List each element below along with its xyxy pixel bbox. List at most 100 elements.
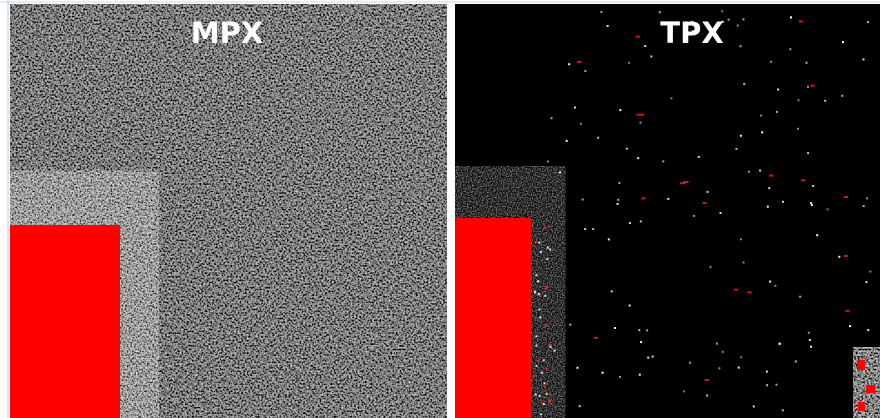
hit-pixel (584, 228, 586, 230)
hit-pixel (722, 351, 724, 353)
hit-pixel (740, 135, 742, 137)
hit-pixel (568, 63, 570, 65)
hit-pixel (646, 329, 648, 331)
hit-pixel (535, 394, 537, 396)
hit-pixel (774, 285, 776, 287)
hit-pixel (842, 41, 844, 43)
hit-pixel (619, 376, 621, 378)
hit-pixel (753, 406, 755, 408)
hit-pixel (779, 343, 781, 345)
hit-pixel (544, 386, 546, 388)
hit-pixel (543, 359, 545, 361)
hit-pixel (776, 111, 778, 113)
hit-pixel (559, 171, 561, 173)
hit-pixel (782, 409, 784, 411)
hit-pixel (549, 393, 551, 395)
hit-pixel (866, 281, 868, 283)
hit-pixel (740, 45, 742, 47)
hit-pixel (569, 324, 571, 326)
hit-pixel (538, 293, 540, 295)
hit-pixel (617, 199, 619, 201)
hit-pixel (566, 140, 568, 142)
hit-pixel (614, 327, 616, 329)
hit-pixel (537, 280, 539, 282)
hit-pixel (535, 241, 537, 243)
hit-pixel (748, 171, 750, 173)
hit-pixel (617, 203, 619, 205)
hit-pixel (683, 390, 685, 392)
hit-pixel (636, 36, 640, 38)
hit-pixel (782, 201, 784, 203)
hit-pixel (638, 329, 640, 331)
hit-pixel (580, 123, 582, 125)
hit-pixel (582, 199, 584, 201)
hit-pixel (769, 281, 771, 283)
hit-pixel (541, 372, 543, 374)
hit-pixel (602, 372, 604, 374)
hit-pixel (869, 271, 871, 273)
hit-pixel (799, 20, 803, 22)
hit-pixel (540, 251, 542, 253)
hit-pixel (824, 100, 826, 102)
hit-pixel (539, 316, 541, 318)
hit-pixel (734, 289, 738, 291)
hit-pixel (844, 255, 848, 257)
hit-pixel (577, 367, 579, 369)
hit-pixel (806, 62, 808, 64)
hit-pixel (716, 343, 718, 345)
hit-pixel (662, 160, 664, 162)
hit-pixel (547, 247, 549, 249)
hit-pixel (841, 95, 843, 97)
hit-pixel (537, 360, 539, 362)
hit-pixel (574, 107, 576, 109)
hit-pixel (647, 357, 649, 359)
panel-title: MPX (191, 16, 263, 50)
hit-pixel (767, 206, 769, 208)
hit-pixel (629, 222, 631, 224)
hit-pixel (549, 249, 551, 251)
hit-pixel (540, 413, 542, 415)
hit-pixel (844, 196, 848, 198)
hit-pixel (867, 329, 869, 331)
hit-pixel (743, 18, 745, 20)
hit-pixel (807, 152, 809, 154)
hit-pixel (706, 395, 708, 397)
hit-pixel (639, 374, 641, 376)
hit-pixel (766, 384, 768, 386)
hit-pixel (710, 266, 712, 268)
hit-pixel (867, 21, 869, 23)
hit-pixel (608, 238, 610, 240)
hit-pixel (536, 335, 538, 337)
hit-pixel (544, 295, 546, 297)
hit-pixel (740, 238, 742, 240)
hit-pixel (689, 362, 691, 364)
corner-hit (866, 385, 875, 393)
hit-pixel (597, 137, 599, 139)
hit-pixel (849, 325, 851, 327)
hit-pixel (536, 365, 538, 367)
hit-pixel (769, 175, 773, 177)
hit-pixel (626, 148, 628, 150)
hit-pixel (776, 384, 778, 386)
mpx-panel: MPX (10, 4, 447, 418)
hit-pixel (801, 179, 805, 181)
hit-pixel (811, 204, 813, 206)
hit-pixel (816, 234, 818, 236)
hit-pixel (640, 220, 642, 222)
hit-pixel (577, 61, 581, 63)
hit-pixel (539, 395, 541, 397)
hit-pixel (546, 286, 548, 288)
hit-pixel (721, 10, 723, 12)
hit-pixel (863, 58, 865, 60)
tpx-panel: TPX (455, 4, 880, 418)
hit-pixel (644, 45, 646, 47)
hit-pixel (670, 97, 672, 99)
hit-pixel (659, 11, 661, 13)
hit-pixel (554, 350, 556, 352)
hit-pixel (680, 182, 684, 184)
hit-pixel (641, 197, 645, 199)
hit-pixel (667, 198, 669, 200)
hit-pixel (795, 361, 797, 363)
hit-pixel (770, 61, 772, 63)
saturated-region (10, 225, 120, 418)
